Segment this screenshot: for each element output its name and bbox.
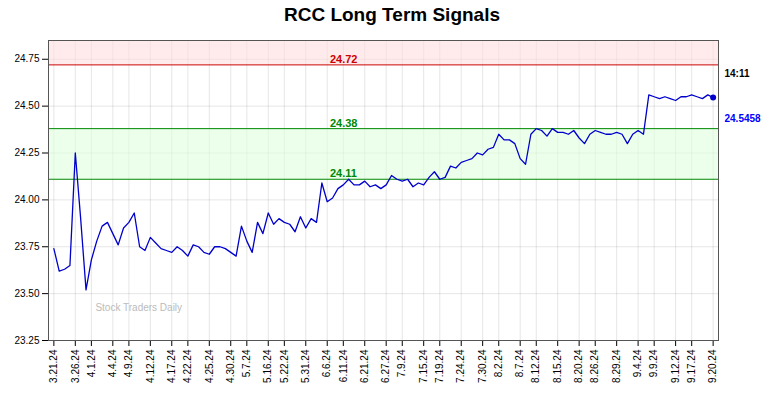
svg-text:8.7.24: 8.7.24 [514,349,525,377]
html-text:RCC Long Term Signals: RCC Long Term Signals [284,4,500,25]
svg-text:14:11: 14:11 [725,68,750,79]
svg-text:5.7.24: 5.7.24 [241,349,252,377]
svg-text:4.25.24: 4.25.24 [204,349,215,383]
svg-text:4.17.24: 4.17.24 [166,349,177,383]
svg-text:24.38: 24.38 [330,117,358,129]
svg-text:5.22.24: 5.22.24 [279,349,290,383]
svg-text:6.27.24: 6.27.24 [380,349,391,383]
svg-text:24.50: 24.50 [14,100,39,111]
svg-text:6.21.24: 6.21.24 [359,349,370,383]
svg-text:4.4.24: 4.4.24 [107,349,118,377]
svg-text:Stock Traders Daily: Stock Traders Daily [95,302,182,313]
svg-text:9.20.24: 9.20.24 [707,349,718,383]
svg-text:5.31.24: 5.31.24 [300,349,311,383]
svg-text:7.24.24: 7.24.24 [455,349,466,383]
svg-text:24.5458: 24.5458 [725,113,762,124]
svg-text:8.26.24: 8.26.24 [589,349,600,383]
svg-text:7.30.24: 7.30.24 [477,349,488,383]
svg-text:9.9.24: 9.9.24 [648,349,659,377]
svg-text:4.30.24: 4.30.24 [225,349,236,383]
svg-text:23.75: 23.75 [14,241,39,252]
svg-text:8.2.24: 8.2.24 [493,349,504,377]
svg-text:24.11: 24.11 [330,167,357,179]
svg-text:8.20.24: 8.20.24 [573,349,584,383]
svg-text:7.19.24: 7.19.24 [434,349,445,383]
svg-text:24.72: 24.72 [330,53,358,65]
svg-text:23.25: 23.25 [14,335,39,346]
svg-text:23.50: 23.50 [14,288,39,299]
svg-text:9.4.24: 9.4.24 [632,349,643,377]
svg-text:9.12.24: 9.12.24 [670,349,681,383]
svg-text:24.00: 24.00 [14,194,39,205]
svg-text:6.11.24: 6.11.24 [338,349,349,382]
svg-text:24.25: 24.25 [14,147,39,158]
svg-text:8.29.24: 8.29.24 [611,349,622,383]
svg-text:4.1.24: 4.1.24 [86,349,97,377]
svg-text:7.15.24: 7.15.24 [418,349,429,383]
svg-text:3.26.24: 3.26.24 [70,349,81,383]
svg-text:4.12.24: 4.12.24 [145,349,156,383]
svg-text:4.9.24: 4.9.24 [123,349,134,377]
svg-text:8.15.24: 8.15.24 [552,349,563,383]
svg-text:8.12.24: 8.12.24 [530,349,541,383]
svg-text:24.75: 24.75 [14,53,39,64]
svg-text:9.17.24: 9.17.24 [686,349,697,383]
svg-text:6.6.24: 6.6.24 [321,349,332,377]
svg-text:3.21.24: 3.21.24 [48,349,59,383]
svg-text:7.9.24: 7.9.24 [396,349,407,377]
svg-text:5.16.24: 5.16.24 [262,349,273,383]
svg-text:4.22.24: 4.22.24 [182,349,193,383]
